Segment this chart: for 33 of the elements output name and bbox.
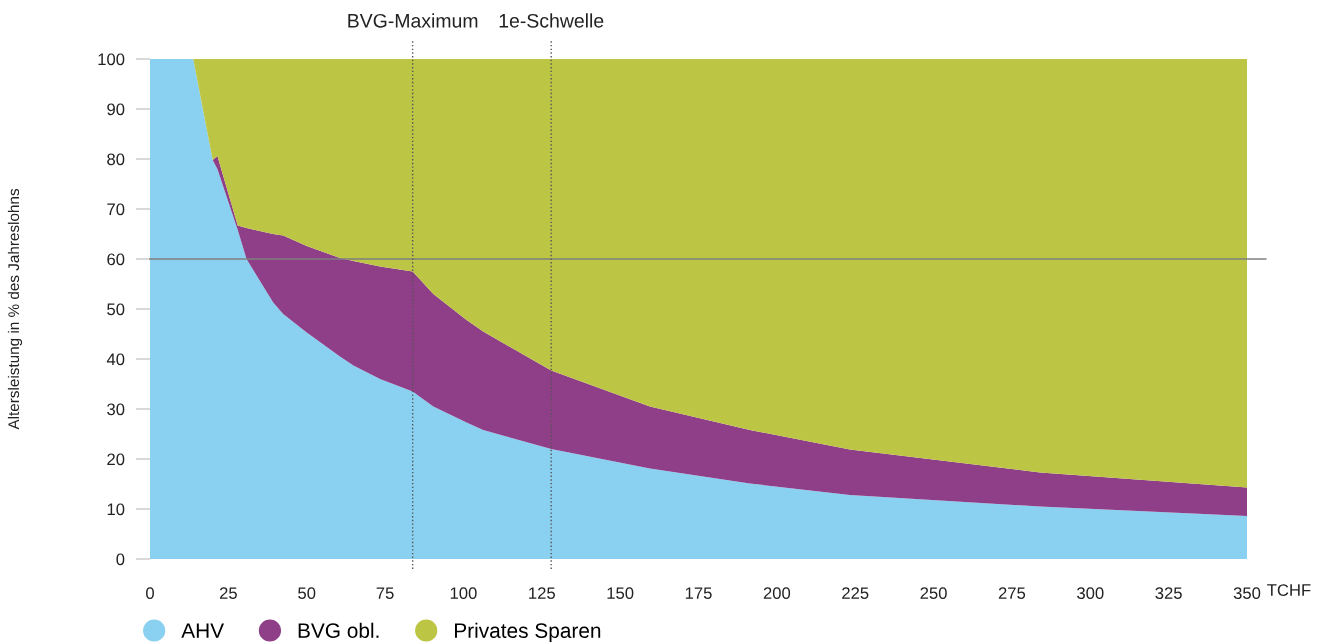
x-tick-label: 150 bbox=[607, 587, 634, 600]
y-tick-label: 30 bbox=[107, 403, 125, 416]
x-tick-label: 225 bbox=[842, 587, 869, 600]
y-tick-label: 70 bbox=[107, 203, 125, 216]
x-tick-label: 350 bbox=[1233, 587, 1261, 600]
x-axis-title: TCHF bbox=[1267, 584, 1311, 596]
legend-label: Privates Sparen bbox=[455, 622, 601, 643]
y-tick-label: 40 bbox=[106, 353, 125, 366]
y-axis-title: Altersleistung in % des Jahreslohns bbox=[7, 188, 23, 430]
legend-label: AHV bbox=[181, 623, 224, 638]
x-tick-label: 300 bbox=[1077, 587, 1104, 600]
x-tick-label: 325 bbox=[1155, 587, 1182, 600]
legend-label: BVG obl. bbox=[298, 622, 379, 638]
x-tick-label: 250 bbox=[920, 587, 947, 600]
x-tick-label: 275 bbox=[998, 587, 1026, 600]
y-tick-label: 20 bbox=[107, 453, 125, 466]
x-tick-label: 25 bbox=[219, 587, 237, 600]
y-tick-label: 0 bbox=[116, 553, 125, 566]
x-tick-label: 0 bbox=[146, 587, 154, 600]
y-tick-label: 60 bbox=[107, 253, 125, 266]
x-tick-label: 125 bbox=[529, 587, 555, 600]
ref-line-label: 1e-Schwelle bbox=[499, 13, 604, 28]
ref-line-label: BVG-Maximum bbox=[348, 13, 478, 28]
y-tick-label: 80 bbox=[107, 153, 125, 166]
x-tick-label: 100 bbox=[450, 587, 477, 600]
x-tick-label: 175 bbox=[685, 587, 712, 600]
x-tick-label: 50 bbox=[298, 587, 316, 600]
y-tick-label: 10 bbox=[107, 503, 125, 516]
y-tick-label: 90 bbox=[107, 103, 125, 116]
x-tick-label: 75 bbox=[376, 587, 394, 600]
x-tick-label: 200 bbox=[763, 587, 791, 600]
y-tick-label: 100 bbox=[98, 53, 125, 66]
y-tick-label: 50 bbox=[107, 303, 125, 316]
